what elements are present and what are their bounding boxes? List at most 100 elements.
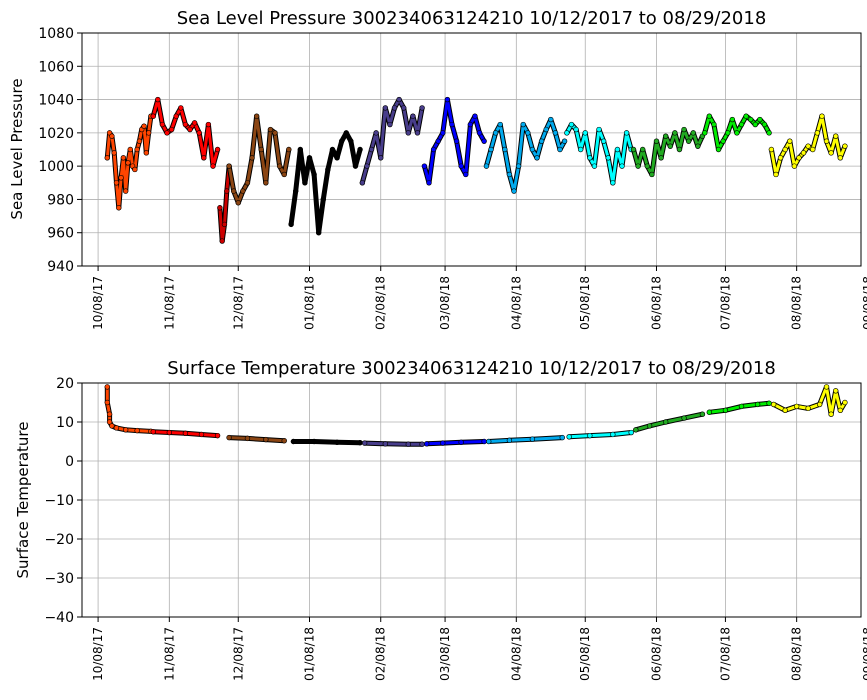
data-point: [224, 188, 230, 194]
series-4: [288, 130, 363, 236]
data-point: [405, 441, 412, 447]
series-3: [226, 113, 292, 206]
data-point: [134, 146, 140, 153]
data-point: [201, 155, 207, 161]
series-7: [483, 116, 568, 194]
data-point: [777, 155, 784, 161]
data-point: [800, 150, 807, 156]
y-tick-label: 10: [56, 415, 74, 431]
data-point: [240, 188, 246, 194]
data-point: [690, 130, 696, 136]
data-point: [357, 146, 363, 153]
data-point: [120, 155, 127, 161]
series-9: [706, 400, 772, 415]
x-tick-label: 02/08/18: [374, 276, 388, 330]
data-point: [421, 163, 428, 169]
data-point: [481, 138, 487, 144]
data-point: [196, 130, 202, 136]
data-point: [145, 130, 152, 136]
data-point: [106, 419, 113, 425]
x-tick-label: 02/08/18: [374, 627, 388, 681]
data-point: [109, 423, 115, 429]
data-point: [359, 180, 366, 186]
data-point: [587, 155, 593, 161]
data-point: [267, 126, 274, 133]
temperature-ylabel: Surface Temperature: [14, 422, 32, 579]
data-point: [109, 133, 115, 139]
data-point: [695, 143, 701, 149]
data-point: [198, 431, 205, 438]
data-point: [564, 130, 570, 136]
data-point: [722, 407, 729, 413]
series-9: [630, 126, 706, 178]
data-point: [320, 196, 326, 203]
x-tick-label: 03/08/18: [438, 276, 452, 330]
data-point: [787, 138, 793, 144]
series-4: [361, 440, 425, 447]
data-point: [426, 180, 432, 186]
data-point: [676, 146, 683, 153]
data-point: [263, 180, 269, 186]
data-point: [419, 105, 425, 111]
data-point: [833, 388, 839, 394]
series-6: [486, 434, 565, 445]
data-point: [548, 116, 554, 123]
data-point: [559, 434, 565, 441]
series-line: [289, 131, 362, 235]
data-point: [492, 130, 499, 136]
data-point: [378, 155, 384, 161]
data-point: [173, 113, 179, 119]
data-point: [662, 133, 669, 139]
series-2: [226, 434, 287, 444]
x-tick-label: 03/08/18: [438, 627, 452, 681]
data-point: [125, 160, 131, 166]
data-point: [113, 180, 120, 186]
series-line: [772, 385, 847, 416]
data-point: [297, 146, 304, 153]
data-point: [104, 384, 110, 390]
data-point: [440, 440, 446, 446]
series-10: [702, 113, 772, 153]
data-point: [214, 146, 221, 153]
data-point: [610, 180, 616, 186]
data-point: [178, 105, 184, 111]
data-point: [552, 130, 559, 136]
data-point: [837, 155, 844, 161]
data-point: [646, 423, 653, 429]
x-tick-label: 10/08/17: [91, 276, 105, 330]
data-point: [391, 105, 398, 111]
data-point: [150, 113, 156, 119]
data-point: [766, 130, 772, 136]
data-point: [136, 138, 143, 144]
series-11: [768, 113, 848, 178]
data-point: [463, 171, 469, 178]
data-point: [810, 146, 816, 153]
x-tick-label: 09/08/18: [861, 627, 867, 681]
data-point: [481, 438, 487, 445]
series-8: [564, 121, 634, 186]
data-point: [235, 200, 241, 206]
data-point: [293, 188, 299, 194]
data-point: [364, 163, 370, 169]
data-point: [104, 399, 110, 406]
data-point: [702, 130, 708, 136]
data-point: [506, 171, 513, 178]
data-point: [706, 409, 713, 415]
data-point: [458, 163, 464, 169]
data-point: [596, 126, 602, 133]
series-8: [633, 411, 706, 433]
data-point: [263, 436, 269, 443]
data-point: [382, 105, 389, 111]
y-tick-label: −10: [44, 493, 74, 509]
data-point: [150, 429, 156, 435]
data-point: [672, 130, 678, 136]
data-point: [543, 126, 549, 133]
y-tick-label: 940: [47, 259, 74, 275]
data-point: [566, 434, 572, 440]
series-line: [360, 98, 424, 185]
data-point: [205, 121, 212, 128]
data-point: [833, 133, 839, 139]
data-point: [819, 113, 825, 119]
data-point: [738, 403, 745, 410]
y-tick-label: 0: [65, 454, 74, 470]
